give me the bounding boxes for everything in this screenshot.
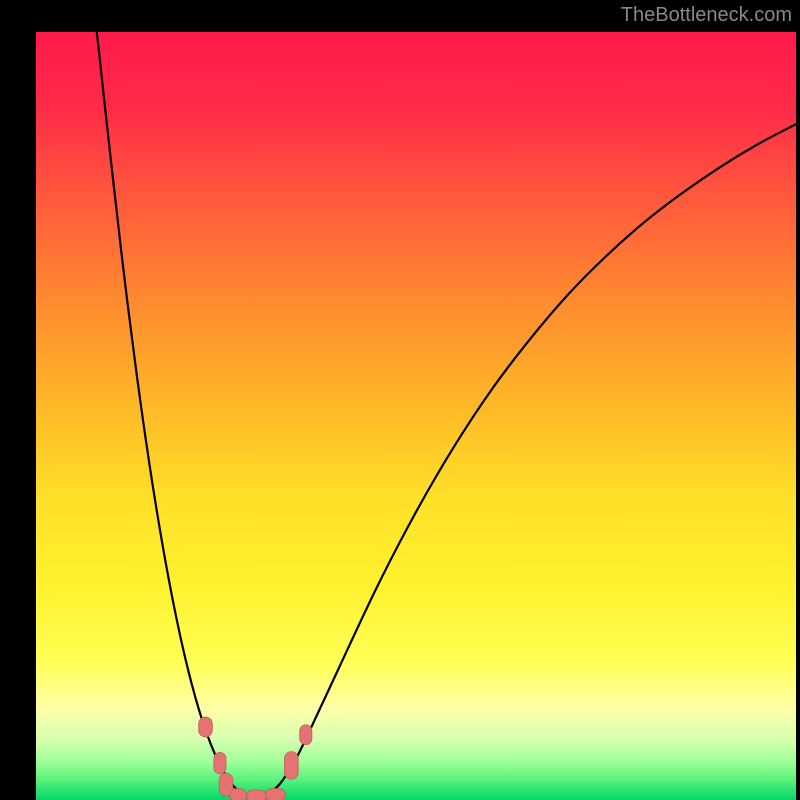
curve-right-branch [264,124,796,797]
figure-container: TheBottleneck.com [0,0,800,800]
data-marker [230,788,247,800]
watermark-text: TheBottleneck.com [621,4,792,27]
data-marker [199,717,213,737]
plot-area [36,32,796,800]
curve-layer [36,32,796,800]
data-marker [285,752,299,780]
data-marker [266,788,286,800]
curve-left-branch [97,32,249,797]
data-marker [247,790,267,800]
data-marker [214,752,226,774]
data-marker [300,725,312,745]
